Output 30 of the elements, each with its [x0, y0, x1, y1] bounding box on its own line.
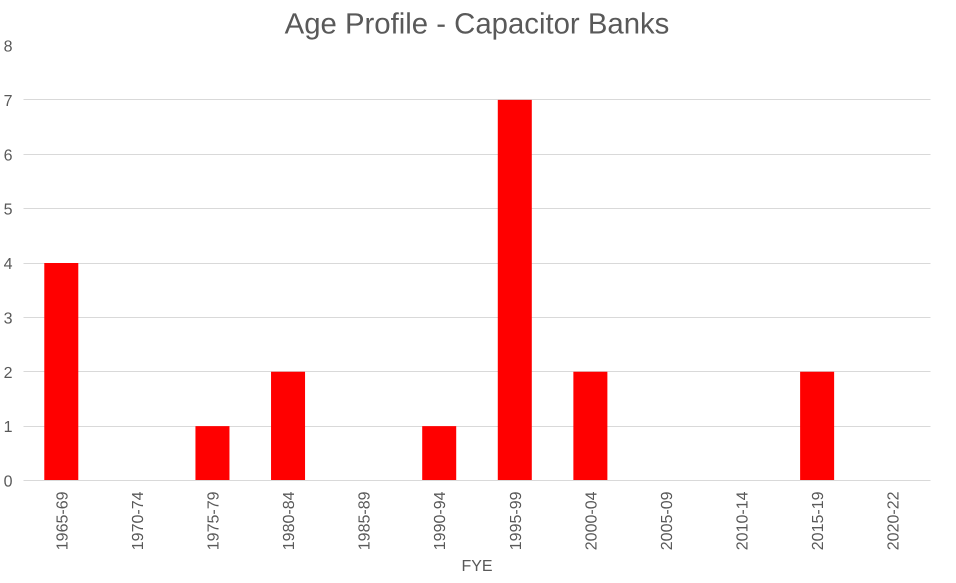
x-tick-label: 1990-94: [432, 491, 450, 550]
x-axis-title: FYE: [461, 558, 493, 576]
x-tick-label: 2010-14: [734, 491, 752, 550]
y-tick-label: 3: [4, 310, 13, 328]
bar: [422, 426, 456, 480]
y-tick-label: 6: [4, 147, 13, 164]
bar: [44, 263, 78, 480]
bar: [573, 372, 608, 480]
bar: [271, 372, 306, 480]
x-tick-label: 2005-09: [658, 491, 676, 550]
bar: [498, 100, 532, 480]
chart-title: Age Profile - Capacitor Banks: [284, 8, 670, 40]
bar: [195, 426, 230, 480]
y-tick-label: 1: [4, 419, 13, 436]
x-tick-label: 1975-79: [205, 491, 222, 550]
x-tick-label: 2000-04: [583, 491, 600, 550]
y-tick-label: 4: [4, 256, 13, 273]
y-tick-label: 7: [4, 92, 13, 110]
x-tick-label: 1995-99: [508, 491, 525, 550]
y-tick-label: 2: [4, 364, 13, 382]
x-tick-label: 1965-69: [54, 491, 72, 550]
bar: [800, 372, 834, 480]
x-tick-label: 2020-22: [886, 491, 903, 550]
x-tick-label: 1985-89: [356, 491, 374, 550]
y-tick-label: 8: [4, 38, 13, 56]
y-tick-label: 0: [4, 474, 13, 490]
x-tick-label: 1980-84: [281, 491, 298, 550]
y-tick-label: 5: [4, 202, 13, 219]
x-tick-label: 2015-19: [810, 491, 828, 550]
x-tick-label: 1970-74: [130, 491, 147, 550]
